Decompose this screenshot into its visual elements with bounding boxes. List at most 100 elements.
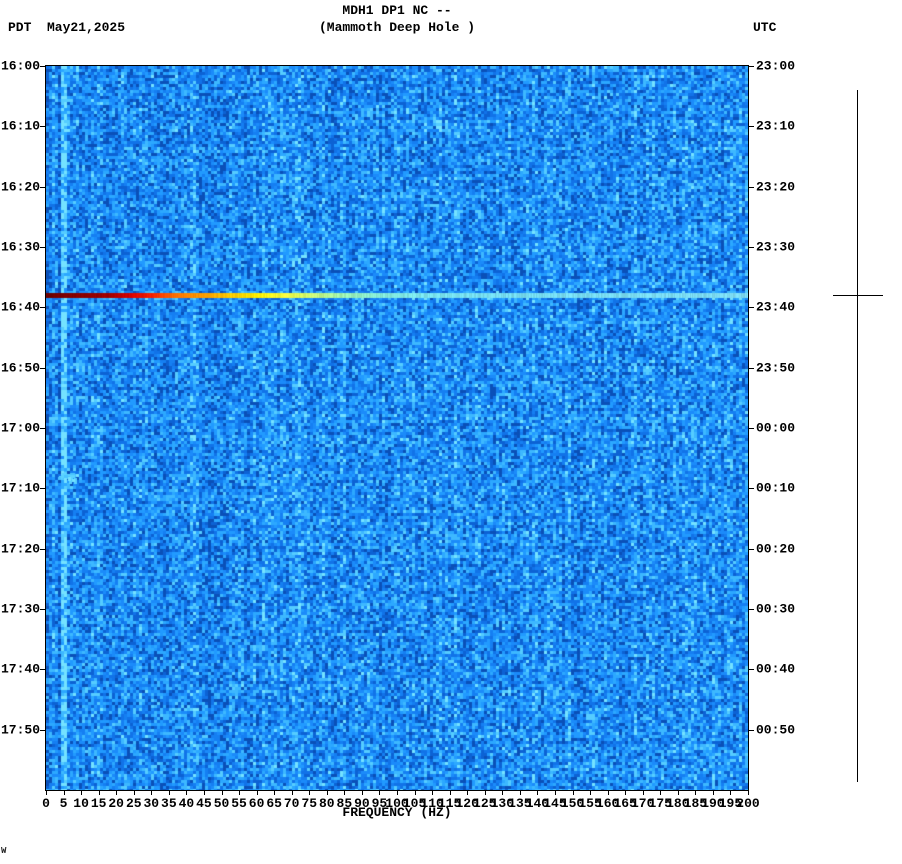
right-time-label: 00:30 — [756, 601, 796, 617]
footer-mark: W — [1, 846, 7, 856]
freq-axis-tick — [151, 791, 153, 795]
freq-tick-label: 155 — [578, 796, 602, 811]
left-time-label: 17:20 — [0, 541, 40, 557]
left-axis-tick — [40, 367, 46, 369]
freq-tick-label: 90 — [354, 796, 370, 811]
right-time-label: 23:20 — [756, 179, 796, 195]
left-time-label: 16:30 — [0, 239, 40, 255]
right-time-label: 23:50 — [756, 360, 796, 376]
freq-tick-label: 125 — [473, 796, 497, 811]
freq-axis-tick — [186, 791, 188, 795]
freq-tick-label: 160 — [595, 796, 620, 811]
right-time-label: 00:00 — [756, 420, 796, 436]
freq-tick-label: 190 — [701, 796, 725, 811]
freq-tick-label: 40 — [178, 796, 195, 811]
freq-axis-tick — [519, 791, 521, 795]
freq-axis-tick — [414, 791, 416, 795]
right-time-label: 00:40 — [756, 661, 796, 677]
right-time-label: 23:00 — [756, 58, 796, 74]
right-axis-tick — [748, 186, 754, 188]
freq-tick-label: 30 — [143, 796, 160, 811]
left-time-label: 17:40 — [0, 661, 40, 677]
timezone-right-label: UTC — [753, 20, 777, 35]
right-axis-tick — [748, 729, 754, 731]
left-time-label: 17:50 — [0, 722, 40, 738]
freq-tick-label: 195 — [718, 796, 743, 811]
left-time-label: 16:10 — [0, 118, 40, 134]
freq-tick-label: 85 — [336, 796, 353, 811]
freq-tick-label: 20 — [108, 796, 124, 811]
freq-tick-label: 145 — [543, 796, 567, 811]
freq-tick-label: 70 — [283, 796, 300, 811]
right-axis-tick — [748, 548, 754, 550]
freq-tick-label: 55 — [231, 796, 247, 811]
freq-tick-label: 95 — [371, 796, 388, 811]
freq-axis-tick — [397, 791, 398, 795]
left-time-label: 16:50 — [0, 360, 40, 376]
freq-tick-label: 140 — [525, 796, 550, 811]
freq-tick-label: 185 — [683, 796, 708, 811]
left-time-label: 17:30 — [0, 601, 40, 617]
freq-tick-label: 75 — [301, 796, 318, 811]
freq-axis-tick — [344, 791, 346, 795]
freq-axis-tick — [432, 791, 434, 795]
freq-tick-label: 100 — [385, 796, 409, 811]
freq-tick-label: 25 — [125, 796, 142, 811]
freq-tick-label: 150 — [560, 796, 585, 811]
amplitude-scale-line — [857, 90, 858, 782]
freq-axis-tick — [554, 791, 556, 795]
freq-tick-label: 50 — [213, 796, 230, 811]
freq-axis-tick — [256, 791, 258, 795]
right-axis-tick — [748, 488, 754, 490]
left-axis-tick — [40, 307, 46, 309]
right-time-label: 23:30 — [756, 239, 796, 255]
freq-tick-label: 60 — [248, 796, 265, 811]
freq-tick-label: 120 — [455, 796, 479, 811]
freq-axis-tick — [660, 791, 662, 795]
spectrogram-heatmap — [45, 65, 749, 791]
left-time-label: 17:00 — [0, 420, 40, 436]
freq-axis-tick — [63, 791, 65, 795]
right-axis-tick — [748, 247, 754, 248]
freq-tick-label: 130 — [490, 796, 514, 811]
left-axis-tick — [40, 126, 46, 128]
right-axis-tick — [748, 609, 754, 610]
left-axis-tick — [40, 186, 46, 188]
freq-tick-label: 5 — [59, 796, 68, 811]
right-axis-tick — [748, 66, 754, 67]
left-time-label: 16:40 — [0, 299, 40, 315]
freq-tick-label: 180 — [666, 796, 690, 811]
freq-tick-label: 80 — [318, 796, 335, 811]
left-axis-tick — [40, 669, 46, 671]
freq-axis-tick — [712, 791, 714, 795]
freq-tick-label: 170 — [630, 796, 655, 811]
freq-axis-tick — [81, 791, 83, 795]
left-axis-tick — [40, 66, 46, 67]
freq-axis-tick — [133, 791, 135, 795]
freq-axis-tick — [291, 791, 293, 795]
freq-axis-tick — [239, 791, 241, 795]
freq-axis-tick — [361, 791, 363, 795]
freq-tick-label: 45 — [196, 796, 212, 811]
freq-tick-label: 110 — [420, 796, 444, 811]
freq-axis-tick — [484, 791, 486, 795]
freq-axis-tick — [502, 791, 504, 795]
left-time-label: 16:20 — [0, 179, 40, 195]
left-axis-tick — [40, 609, 46, 610]
right-axis-tick — [748, 669, 754, 671]
freq-axis-tick — [449, 791, 451, 795]
freq-axis-tick — [274, 791, 276, 795]
page-title: MDH1 DP1 NC -- — [342, 3, 452, 18]
freq-axis-tick — [116, 791, 118, 795]
right-axis-tick — [748, 126, 754, 128]
freq-tick-label: 165 — [613, 796, 637, 811]
freq-axis-tick — [625, 791, 627, 795]
freq-axis-tick — [695, 791, 697, 795]
right-time-label: 23:40 — [756, 299, 796, 315]
freq-axis-tick — [537, 791, 539, 795]
right-axis-tick — [748, 367, 754, 369]
freq-axis-tick — [467, 791, 469, 795]
right-time-label: 00:50 — [756, 722, 796, 738]
freq-axis-tick — [168, 791, 170, 795]
